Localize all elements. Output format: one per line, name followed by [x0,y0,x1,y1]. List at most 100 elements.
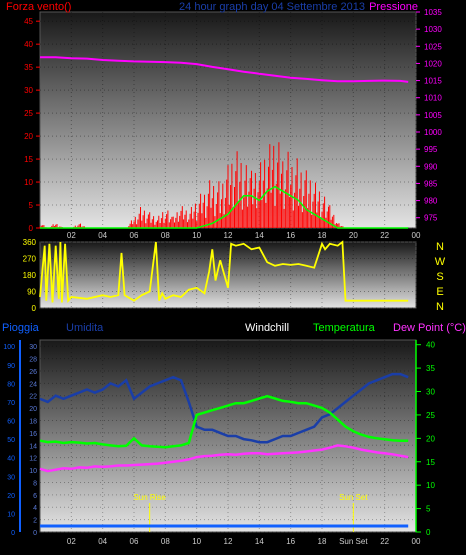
gust-series [40,185,409,229]
pressure-tick-label: 1015 [424,77,442,86]
chart-title: 24 hour graph day 04 Settembre 2013 [179,1,365,13]
humidity-tick-label: 10 [29,468,37,475]
wind-tick-label: 5 [29,201,34,210]
temperature-tick-label: 15 [426,458,435,467]
time-tick-label: 10 [192,537,201,546]
humidity-tick-label: 20 [29,406,37,413]
direction-tick-label: 0 [32,304,37,313]
temperature-tick-label: 5 [426,505,431,514]
time-tick-label: 06 [130,537,139,546]
wind-pressure-x-ticks: 02 04 06 08 10 12 14 16 18 20 22 00 [67,231,421,240]
humidity-tick-label: 12 [29,456,37,463]
time-tick-label: 10 [192,231,201,240]
rain-tick-label: 10 [7,511,15,518]
time-tick-label: 14 [255,537,264,546]
rain-tick-label: 20 [7,493,15,500]
pressure-tick-label: 1020 [424,59,442,68]
time-tick-label: 08 [161,537,170,546]
wind-tick-label: 20 [24,132,33,141]
time-tick-label: 08 [161,231,170,240]
time-tick-label: 04 [98,537,107,546]
compass-label: N [436,241,444,253]
rain-axis-ticks: 0 10 20 30 40 50 60 70 80 90 100 [3,340,21,537]
time-tick-label: 12 [224,537,233,546]
temperature-tick-label: 10 [426,481,435,490]
humidity-tick-label: 30 [29,344,37,351]
rain-tick-label: 70 [7,400,15,407]
compass-label: N [436,301,444,313]
temperature-tick-label: 20 [426,434,435,443]
time-tick-label: 06 [130,231,139,240]
time-tick-label: 00 [412,231,421,240]
humidity-tick-label: 22 [29,394,37,401]
pressure-tick-label: 1025 [424,42,442,51]
rain-tick-label: 60 [7,419,15,426]
time-tick-label: 16 [286,537,295,546]
time-tick-label: 18 [318,537,327,546]
wind-tick-label: 30 [24,86,33,95]
time-tick-label: 12 [224,231,233,240]
rain-tick-label: 80 [7,381,15,388]
wind-tick-label: 25 [24,109,33,118]
time-tick-label: 22 [380,231,389,240]
temperature-tick-label: 35 [426,364,435,373]
temperature-series [39,394,409,449]
rain-tick-label: 100 [3,344,15,351]
humidity-tick-label: 16 [29,431,37,438]
wind-axis-label: Forza vento() [6,1,71,13]
humidity-tick-label: 0 [33,530,37,537]
humidity-tick-label: 24 [29,381,37,388]
temperature-tick-label: 30 [426,388,435,397]
time-tick-label: 02 [67,231,76,240]
humidity-tick-label: 4 [33,505,37,512]
compass-label: W [435,256,446,268]
time-tick-label: 16 [286,231,295,240]
time-tick-label: 18 [318,231,327,240]
humidity-temperature-x-ticks: 02 04 06 08 10 12 14 16 18 Sun Set 22 00 [67,537,421,546]
rain-tick-label: 40 [7,456,15,463]
pressure-series [40,56,409,83]
pressure-tick-label: 1000 [424,128,442,137]
temperature-tick-label: 0 [426,528,431,537]
time-tick-label: 04 [98,231,107,240]
temperature-axis-ticks: 0 5 10 15 20 25 30 35 40 [415,340,435,537]
time-tick-label: 00 [412,537,421,546]
time-tick-label: Sun Set [339,537,368,546]
humidity-tick-label: 6 [33,493,37,500]
pressure-tick-label: 995 [424,145,438,154]
direction-tick-label: 180 [23,271,37,280]
pressure-tick-label: 980 [424,197,438,206]
humidity-series [39,372,409,444]
humidity-tick-label: 8 [33,480,37,487]
wind-tick-label: 35 [24,63,33,72]
pressure-axis-ticks: 975 980 985 990 995 1000 1005 1010 1015 1020 1025 1… [416,8,442,223]
time-tick-label: 14 [255,231,264,240]
humidity-tick-label: 18 [29,419,37,426]
rain-legend-label: Pioggia [2,322,40,334]
rain-tick-label: 50 [7,437,15,444]
wind-tick-label: 45 [24,17,33,26]
rain-tick-label: 0 [11,530,15,537]
pressure-tick-label: 975 [424,214,438,223]
temperature-legend-label: Temperatura [313,322,376,334]
humidity-tick-label: 28 [29,357,37,364]
wind-axis-ticks: 0 5 10 15 20 25 30 35 40 45 [24,17,40,233]
temperature-tick-label: 25 [426,411,435,420]
direction-tick-label: 360 [23,238,37,247]
pressure-tick-label: 1035 [424,8,442,17]
time-tick-label: 02 [67,537,76,546]
humidity-temperature-grid [40,340,417,533]
pressure-axis-label: Pressione [369,1,418,13]
pressure-tick-label: 1030 [424,25,442,34]
humidity-tick-label: 14 [29,443,37,450]
wind-direction-series [39,240,409,304]
sun-marker-label: Sun Rise [133,493,166,502]
compass-label: S [436,271,443,283]
wind-tick-label: 40 [24,40,33,49]
wind-pressure-series [39,56,409,229]
